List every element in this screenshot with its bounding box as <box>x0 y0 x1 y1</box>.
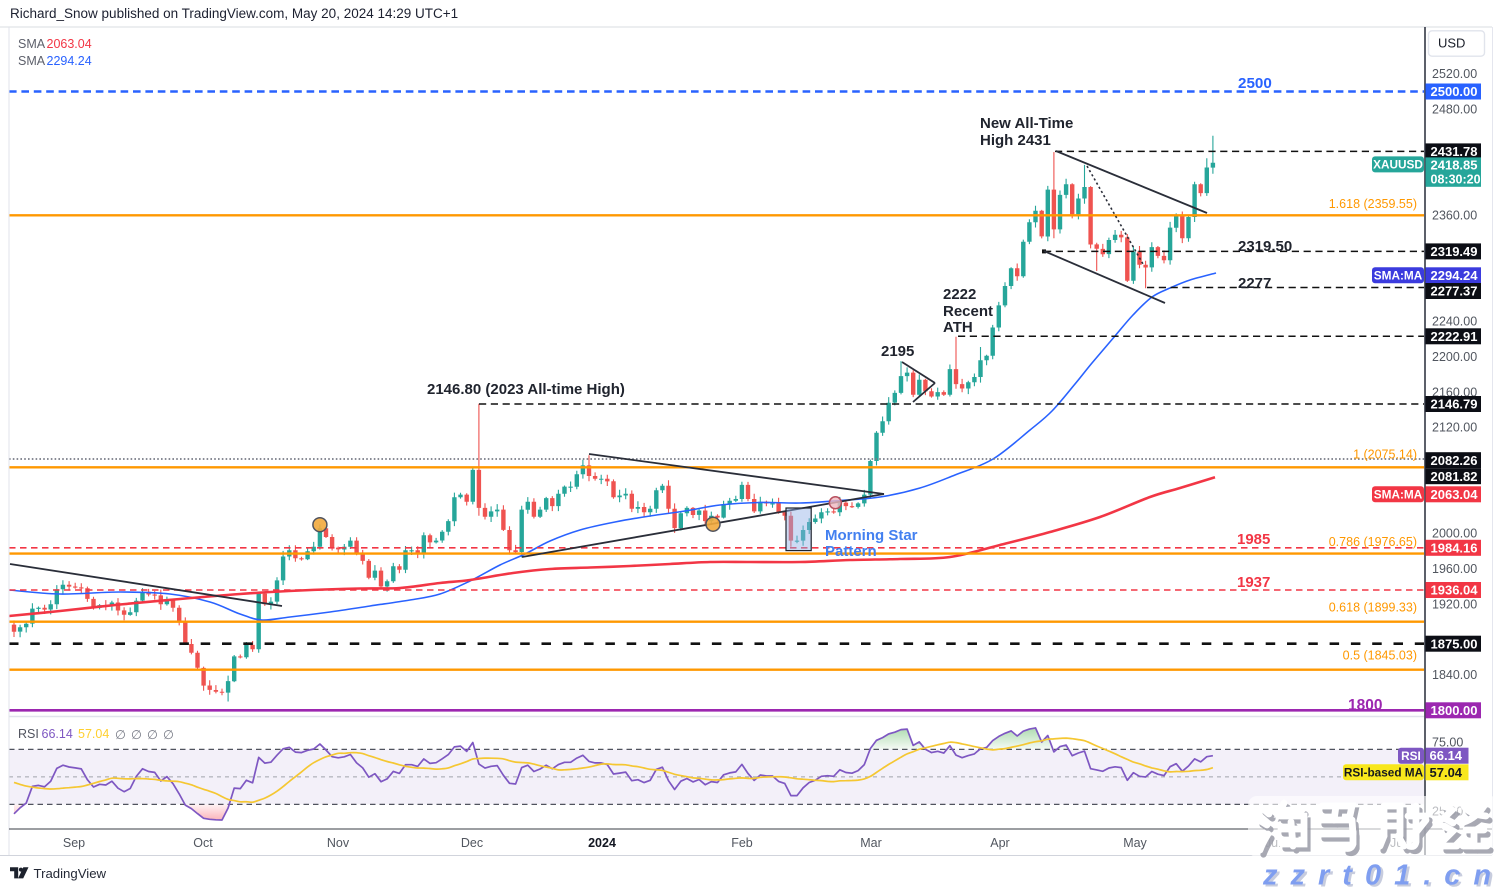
svg-text:2480.00: 2480.00 <box>1432 102 1477 116</box>
svg-text:RSI: RSI <box>1401 749 1421 763</box>
svg-text:2277: 2277 <box>1238 275 1271 292</box>
svg-text:2431.78: 2431.78 <box>1431 144 1478 159</box>
svg-text:75.00: 75.00 <box>1432 736 1463 750</box>
svg-text:2360.00: 2360.00 <box>1432 209 1477 223</box>
svg-text:2146.80 (2023 All-time High): 2146.80 (2023 All-time High) <box>427 381 625 398</box>
svg-text:2319.50: 2319.50 <box>1238 238 1292 255</box>
svg-text:2195: 2195 <box>881 343 914 360</box>
svg-text:Recent: Recent <box>943 303 993 320</box>
svg-text:New All-Time: New All-Time <box>980 115 1073 132</box>
svg-text:0.618 (1899.33): 0.618 (1899.33) <box>1329 601 1417 615</box>
svg-text:May: May <box>1123 836 1147 850</box>
svg-text:XAUUSD: XAUUSD <box>1373 158 1423 172</box>
svg-text:2520.00: 2520.00 <box>1432 67 1477 81</box>
svg-text:2418.85: 2418.85 <box>1431 158 1478 173</box>
svg-text:High 2431: High 2431 <box>980 132 1051 149</box>
svg-text:∅: ∅ <box>163 728 174 742</box>
svg-text:Oct: Oct <box>193 836 213 850</box>
svg-text:1840.00: 1840.00 <box>1432 668 1477 682</box>
svg-text:Richard_Snow published on Trad: Richard_Snow published on TradingView.co… <box>10 6 458 21</box>
svg-text:SMA:MA: SMA:MA <box>1374 269 1423 283</box>
svg-text:1800: 1800 <box>1348 697 1382 714</box>
svg-text:2120.00: 2120.00 <box>1432 421 1477 435</box>
svg-text:1920.00: 1920.00 <box>1432 597 1477 611</box>
svg-text:66.14: 66.14 <box>1430 748 1463 763</box>
svg-text:1.618 (2359.55): 1.618 (2359.55) <box>1329 197 1417 211</box>
svg-text:0.5 (1845.03): 0.5 (1845.03) <box>1343 649 1417 663</box>
svg-text:2000.00: 2000.00 <box>1432 527 1477 541</box>
svg-text:zzrt01.cn: zzrt01.cn <box>1265 862 1499 891</box>
svg-text:2082.26: 2082.26 <box>1431 453 1478 468</box>
svg-text:57.04: 57.04 <box>78 727 109 741</box>
svg-text:Morning Star: Morning Star <box>825 527 918 544</box>
svg-text:2160.00: 2160.00 <box>1432 385 1477 399</box>
svg-text:Mar: Mar <box>860 836 882 850</box>
svg-text:zzrt01.cn: zzrt01.cn <box>1262 860 1499 891</box>
svg-text:USD: USD <box>1438 35 1465 50</box>
svg-text:1 (2075.14): 1 (2075.14) <box>1353 448 1417 462</box>
svg-text:∅: ∅ <box>115 728 126 742</box>
svg-text:08:30:20: 08:30:20 <box>1431 173 1481 187</box>
svg-text:Apr: Apr <box>990 836 1009 850</box>
svg-text:57.04: 57.04 <box>1430 765 1463 780</box>
svg-text:1936.04: 1936.04 <box>1431 583 1479 598</box>
svg-text:2500: 2500 <box>1238 75 1272 92</box>
svg-text:SMA: SMA <box>18 54 46 68</box>
svg-text:2081.82: 2081.82 <box>1431 469 1478 484</box>
svg-text:TradingView: TradingView <box>34 866 107 881</box>
svg-text:2294.24: 2294.24 <box>1431 268 1479 283</box>
svg-text:2063.04: 2063.04 <box>1431 487 1479 502</box>
svg-text:RSI: RSI <box>18 727 39 741</box>
svg-text:∅: ∅ <box>147 728 158 742</box>
svg-text:2200.00: 2200.00 <box>1432 350 1477 364</box>
svg-text:Sep: Sep <box>63 836 85 850</box>
svg-text:1960.00: 1960.00 <box>1432 562 1477 576</box>
svg-text:2222: 2222 <box>943 286 976 303</box>
svg-text:2063.04: 2063.04 <box>47 37 92 51</box>
svg-text:Dec: Dec <box>461 836 483 850</box>
svg-text:1984.16: 1984.16 <box>1431 540 1478 555</box>
svg-text:ATH: ATH <box>943 319 973 336</box>
svg-text:1800.00: 1800.00 <box>1431 703 1478 718</box>
svg-text:2146.79: 2146.79 <box>1431 397 1478 412</box>
svg-text:Feb: Feb <box>731 836 753 850</box>
svg-text:66.14: 66.14 <box>42 727 73 741</box>
svg-text:2222.91: 2222.91 <box>1431 329 1478 344</box>
svg-text:SMA: SMA <box>18 37 46 51</box>
svg-text:∅: ∅ <box>131 728 142 742</box>
svg-text:SMA:MA: SMA:MA <box>1374 488 1423 502</box>
svg-text:1875.00: 1875.00 <box>1431 636 1478 651</box>
svg-text:2240.00: 2240.00 <box>1432 315 1477 329</box>
svg-text:1985: 1985 <box>1237 531 1270 548</box>
svg-text:Pattern: Pattern <box>825 543 877 560</box>
svg-text:Nov: Nov <box>327 836 350 850</box>
svg-text:2024: 2024 <box>588 836 616 850</box>
svg-text:1937: 1937 <box>1237 574 1270 591</box>
svg-text:2500.00: 2500.00 <box>1431 84 1478 99</box>
svg-text:2294.24: 2294.24 <box>47 54 92 68</box>
svg-text:2277.37: 2277.37 <box>1431 284 1478 299</box>
svg-text:2319.49: 2319.49 <box>1431 244 1478 259</box>
svg-text:0.786 (1976.65): 0.786 (1976.65) <box>1329 535 1417 549</box>
svg-text:RSI-based MA: RSI-based MA <box>1344 766 1424 780</box>
